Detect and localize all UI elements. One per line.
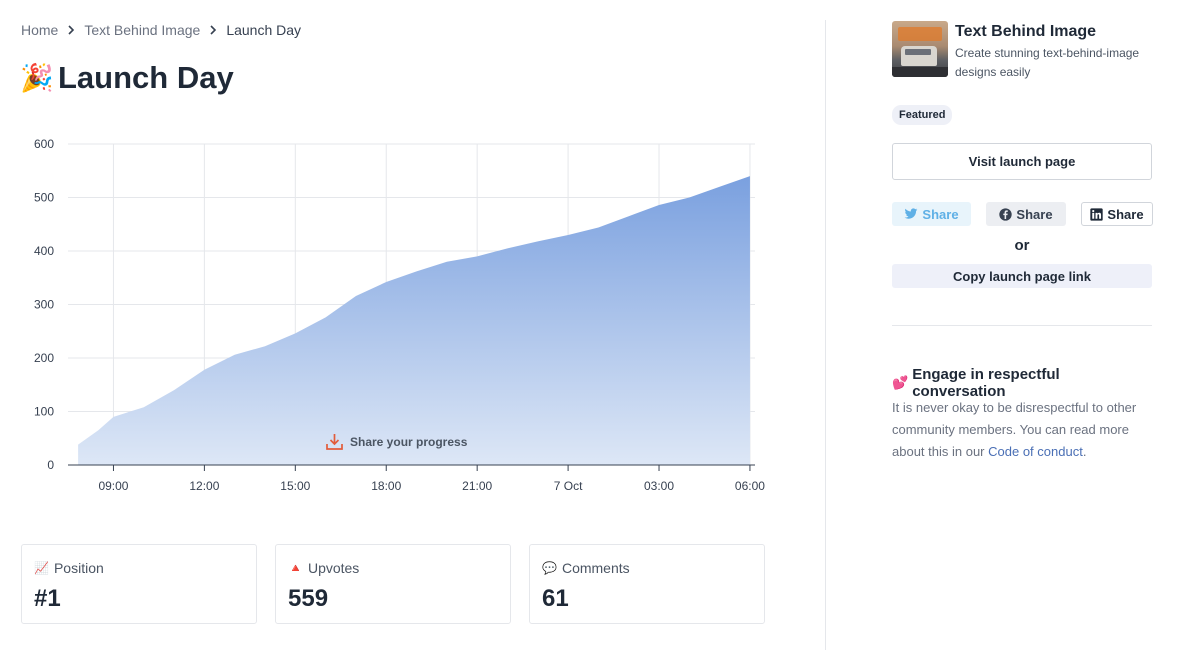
share-progress-button[interactable]: Share your progress — [325, 432, 467, 451]
y-tick-label: 200 — [34, 351, 54, 365]
two-hearts-icon: 💕 — [892, 375, 909, 390]
stat-label-text: Position — [53, 560, 104, 576]
share-progress-label: Share your progress — [350, 434, 468, 449]
product-name[interactable]: Text Behind Image — [955, 23, 1097, 40]
engage-heading-text: Engage in respectful conversation — [912, 366, 1060, 400]
engage-heading: 💕 Engage in respectful conversation — [892, 366, 1154, 400]
share-twitter-button[interactable]: Share — [892, 202, 971, 226]
twitter-icon — [905, 208, 918, 219]
breadcrumb-current: Launch Day — [226, 22, 302, 38]
share-linkedin-button[interactable]: Share — [1081, 202, 1153, 226]
x-tick-label: 09:00 — [98, 479, 128, 493]
product-tagline: Create stunning text-behind-image design… — [955, 46, 1140, 79]
thumbnail-text-art — [898, 27, 942, 41]
triangle-up-icon: 🔺 — [288, 561, 303, 575]
copy-launch-link-button[interactable]: Copy launch page link — [892, 264, 1152, 288]
engage-paragraph: It is never okay to be disrespectful to … — [892, 397, 1154, 463]
horizontal-divider — [892, 325, 1152, 326]
x-tick-label: 21:00 — [462, 479, 492, 493]
y-tick-label: 300 — [34, 298, 54, 312]
stat-card-comments: 💬 Comments 61 — [529, 544, 765, 624]
upvotes-chart: 0 100 200 300 400 500 600 09:00 12:00 15:00 18:00 2… — [20, 130, 780, 500]
y-tick-label: 400 — [34, 244, 54, 258]
y-tick-label: 600 — [34, 137, 54, 151]
product-header: Text Behind Image Create stunning text-b… — [892, 21, 1155, 82]
x-tick-label: 06:00 — [735, 479, 765, 493]
stat-label: 🔺 Upvotes — [288, 560, 359, 576]
chevron-right-icon — [210, 25, 217, 35]
stat-label-text: Upvotes — [307, 560, 360, 576]
featured-badge: Featured — [892, 105, 953, 125]
party-popper-icon: 🎉 — [20, 63, 54, 93]
y-tick-label: 100 — [34, 405, 54, 419]
area-chart-svg: 0 100 200 300 400 500 600 09:00 12:00 15:00 18:00 2… — [34, 137, 765, 493]
visit-launch-page-button[interactable]: Visit launch page — [892, 143, 1152, 180]
thumbnail-ground — [892, 67, 948, 77]
product-thumbnail[interactable] — [892, 21, 948, 77]
stat-card-position: 📈 Position #1 — [21, 544, 257, 624]
y-tick-label: 0 — [47, 458, 54, 472]
breadcrumb-home[interactable]: Home — [21, 22, 59, 38]
share-facebook-button[interactable]: Share — [986, 202, 1066, 226]
stat-value: 559 — [288, 585, 329, 612]
vertical-divider — [825, 20, 826, 650]
facebook-icon — [999, 207, 1013, 221]
x-tick-label: 7 Oct — [554, 479, 583, 493]
share-facebook-label: Share — [1016, 206, 1053, 222]
stat-value: 61 — [542, 585, 569, 612]
chevron-right-icon — [68, 25, 75, 35]
speech-bubble-icon: 💬 — [542, 561, 557, 575]
stat-label: 📈 Position — [34, 560, 104, 576]
stat-label-text: Comments — [561, 560, 630, 576]
linkedin-icon — [1090, 207, 1104, 221]
x-tick-label: 12:00 — [189, 479, 219, 493]
breadcrumb-product[interactable]: Text Behind Image — [84, 22, 201, 38]
engage-body-text: It is never okay to be disrespectful to … — [892, 400, 1137, 459]
sidebar: Text Behind Image Create stunning text-b… — [892, 0, 1154, 650]
stat-card-upvotes: 🔺 Upvotes 559 — [275, 544, 511, 624]
stat-value: #1 — [34, 585, 61, 612]
product-info: Text Behind Image Create stunning text-b… — [955, 21, 1155, 82]
or-separator: or — [1014, 237, 1030, 254]
stat-label: 💬 Comments — [542, 560, 630, 576]
page-title-text: Launch Day — [58, 60, 234, 95]
x-tick-label: 03:00 — [644, 479, 674, 493]
page-title: 🎉 Launch Day — [20, 60, 234, 96]
main-content: Home Text Behind Image Launch Day 🎉 Laun… — [20, 22, 780, 624]
code-of-conduct-link[interactable]: Code of conduct — [988, 444, 1083, 459]
x-tick-label: 18:00 — [371, 479, 401, 493]
thumbnail-van-window — [905, 49, 931, 55]
share-twitter-label: Share — [922, 206, 959, 222]
engage-period: . — [1082, 444, 1087, 459]
chart-increasing-icon: 📈 — [34, 561, 49, 575]
upvotes-area — [78, 176, 750, 465]
share-linkedin-label: Share — [1107, 206, 1144, 222]
x-tick-label: 15:00 — [280, 479, 310, 493]
breadcrumb: Home Text Behind Image Launch Day — [21, 22, 301, 38]
download-icon — [326, 434, 343, 450]
y-tick-label: 500 — [34, 191, 54, 205]
